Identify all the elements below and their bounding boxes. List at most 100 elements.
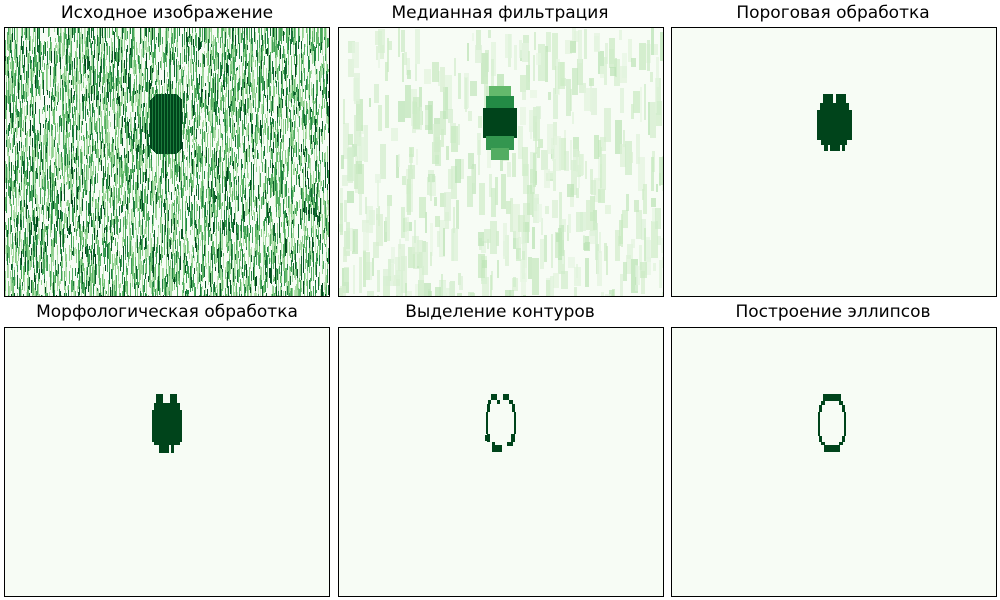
noise-streak	[218, 69, 219, 79]
noise-streak	[202, 151, 203, 156]
noise-streak	[75, 120, 76, 125]
noise-streak	[68, 285, 69, 290]
noise-streak	[136, 282, 137, 285]
noise-streak	[187, 238, 188, 254]
noise-streak	[146, 37, 147, 53]
noise-streak	[222, 220, 223, 226]
noise-streak	[33, 150, 34, 162]
noise-streak	[240, 76, 241, 85]
noise-streak	[61, 157, 62, 162]
noise-streak	[84, 226, 85, 234]
noise-streak	[211, 110, 212, 126]
noise-streak	[101, 295, 102, 296]
noise-streak	[54, 101, 55, 107]
noise-streak	[98, 197, 99, 202]
noise-streak	[89, 136, 90, 147]
noise-streak	[6, 230, 7, 237]
noise-streak	[276, 87, 277, 94]
noise-streak	[72, 207, 73, 222]
noise-streak	[260, 266, 261, 275]
noise-streak	[31, 222, 32, 235]
noise-streak	[21, 36, 22, 50]
noise-streak	[46, 79, 47, 91]
noise-streak	[237, 254, 238, 270]
noise-streak	[266, 28, 267, 31]
noise-streak	[202, 92, 203, 108]
noise-streak	[22, 156, 23, 166]
noise-streak	[194, 85, 195, 101]
noise-streak	[38, 133, 39, 141]
noise-streak	[279, 295, 280, 296]
noise-streak	[104, 28, 105, 38]
noise-streak	[130, 136, 131, 139]
noise-streak	[11, 277, 12, 291]
noise-streak	[8, 163, 9, 167]
noise-streak	[141, 49, 142, 58]
noise-streak	[215, 115, 216, 130]
noise-streak	[32, 115, 33, 118]
noise-streak	[286, 239, 287, 253]
noise-streak	[116, 291, 117, 296]
noise-streak	[294, 95, 295, 103]
noise-streak	[106, 66, 107, 82]
noise-streak	[44, 254, 45, 259]
noise-streak	[145, 273, 146, 279]
noise-streak	[41, 43, 42, 52]
noise-streak	[92, 138, 93, 146]
noise-streak	[82, 57, 83, 63]
noise-streak	[248, 61, 249, 72]
noise-streak	[222, 28, 223, 43]
noise-streak	[108, 163, 109, 167]
noise-streak	[237, 270, 238, 282]
noise-streak	[14, 206, 15, 214]
noise-streak	[279, 120, 280, 126]
noise-streak	[180, 65, 181, 69]
noise-streak	[276, 55, 277, 71]
noise-streak	[257, 82, 258, 85]
noise-streak	[74, 121, 75, 126]
noise-streak	[222, 53, 223, 69]
noise-streak	[5, 238, 6, 254]
noise-streak	[263, 106, 264, 114]
noise-streak	[209, 164, 210, 167]
noise-streak	[49, 189, 50, 195]
noise-streak	[288, 220, 289, 227]
noise-streak	[92, 28, 93, 31]
noise-streak	[87, 257, 88, 262]
noise-streak	[268, 233, 269, 237]
noise-streak	[170, 276, 171, 288]
noise-streak	[126, 126, 127, 139]
noise-streak	[241, 197, 242, 202]
noise-streak	[158, 28, 159, 33]
noise-streak	[205, 145, 206, 157]
noise-streak	[298, 106, 299, 118]
noise-streak	[171, 252, 172, 259]
noise-streak	[295, 243, 296, 254]
noise-streak	[76, 125, 77, 140]
noise-streak	[264, 164, 265, 173]
noise-streak	[200, 225, 201, 232]
noise-streak	[236, 130, 237, 133]
noise-streak	[227, 131, 228, 136]
noise-streak	[233, 282, 234, 296]
noise-streak	[95, 199, 96, 208]
noise-streak	[42, 159, 43, 170]
noise-streak	[152, 251, 153, 258]
noise-streak	[7, 253, 8, 265]
noise-streak	[297, 290, 298, 296]
noise-streak	[285, 210, 286, 218]
noise-streak	[143, 103, 144, 116]
noise-streak	[278, 41, 279, 50]
noise-streak	[204, 231, 205, 245]
noise-streak	[205, 99, 206, 105]
noise-streak	[12, 233, 13, 249]
noise-streak	[219, 259, 220, 270]
noise-streak	[178, 274, 179, 281]
noise-streak	[251, 28, 252, 44]
noise-streak	[137, 106, 138, 116]
noise-streak	[9, 44, 10, 48]
noise-streak	[221, 88, 222, 92]
noise-streak	[138, 124, 139, 128]
noise-streak	[243, 124, 244, 135]
noise-streak	[166, 174, 167, 178]
